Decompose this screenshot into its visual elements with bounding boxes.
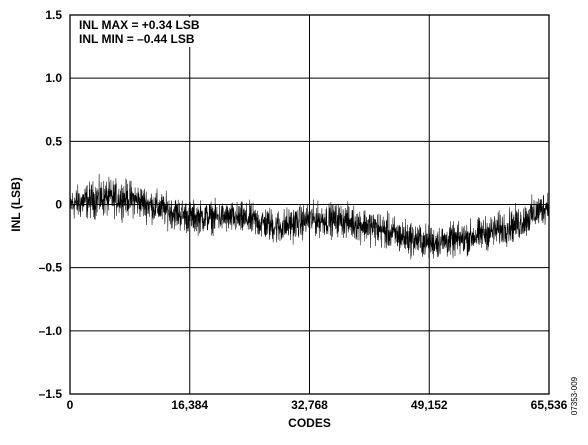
y-tick-label: –1.0 [39,324,63,338]
x-tick-label: 0 [67,398,74,412]
inl-min-annotation: INL MIN = –0.44 LSB [79,32,195,46]
x-tick-label: 49,152 [411,398,448,412]
x-tick-label: 65,536 [531,398,568,412]
grid-layer [70,15,549,394]
y-axis-title: INL (LSB) [9,177,23,231]
x-tick-label: 16,384 [171,398,208,412]
inl-max-annotation: INL MAX = +0.34 LSB [79,18,200,32]
y-tick-label: –1.5 [39,387,63,401]
annotation-background [72,17,252,47]
y-tick-label: 1.5 [45,8,62,22]
tick-layer: 0 16,384 32,768 49,152 65,536 –1.5 –1.0 –0.5 0 0.… [39,8,568,412]
inl-trace [69,174,550,260]
figure-id: 07353-009 [570,376,579,415]
data-layer [69,174,550,260]
y-tick-label: 1.0 [45,71,62,85]
plot-frame [69,14,550,395]
y-tick-label: 0.5 [45,134,62,148]
y-tick-label: 0 [55,198,62,212]
x-axis-title: CODES [288,416,331,430]
y-tick-label: –0.5 [39,261,63,275]
x-tick-label: 32,768 [291,398,328,412]
